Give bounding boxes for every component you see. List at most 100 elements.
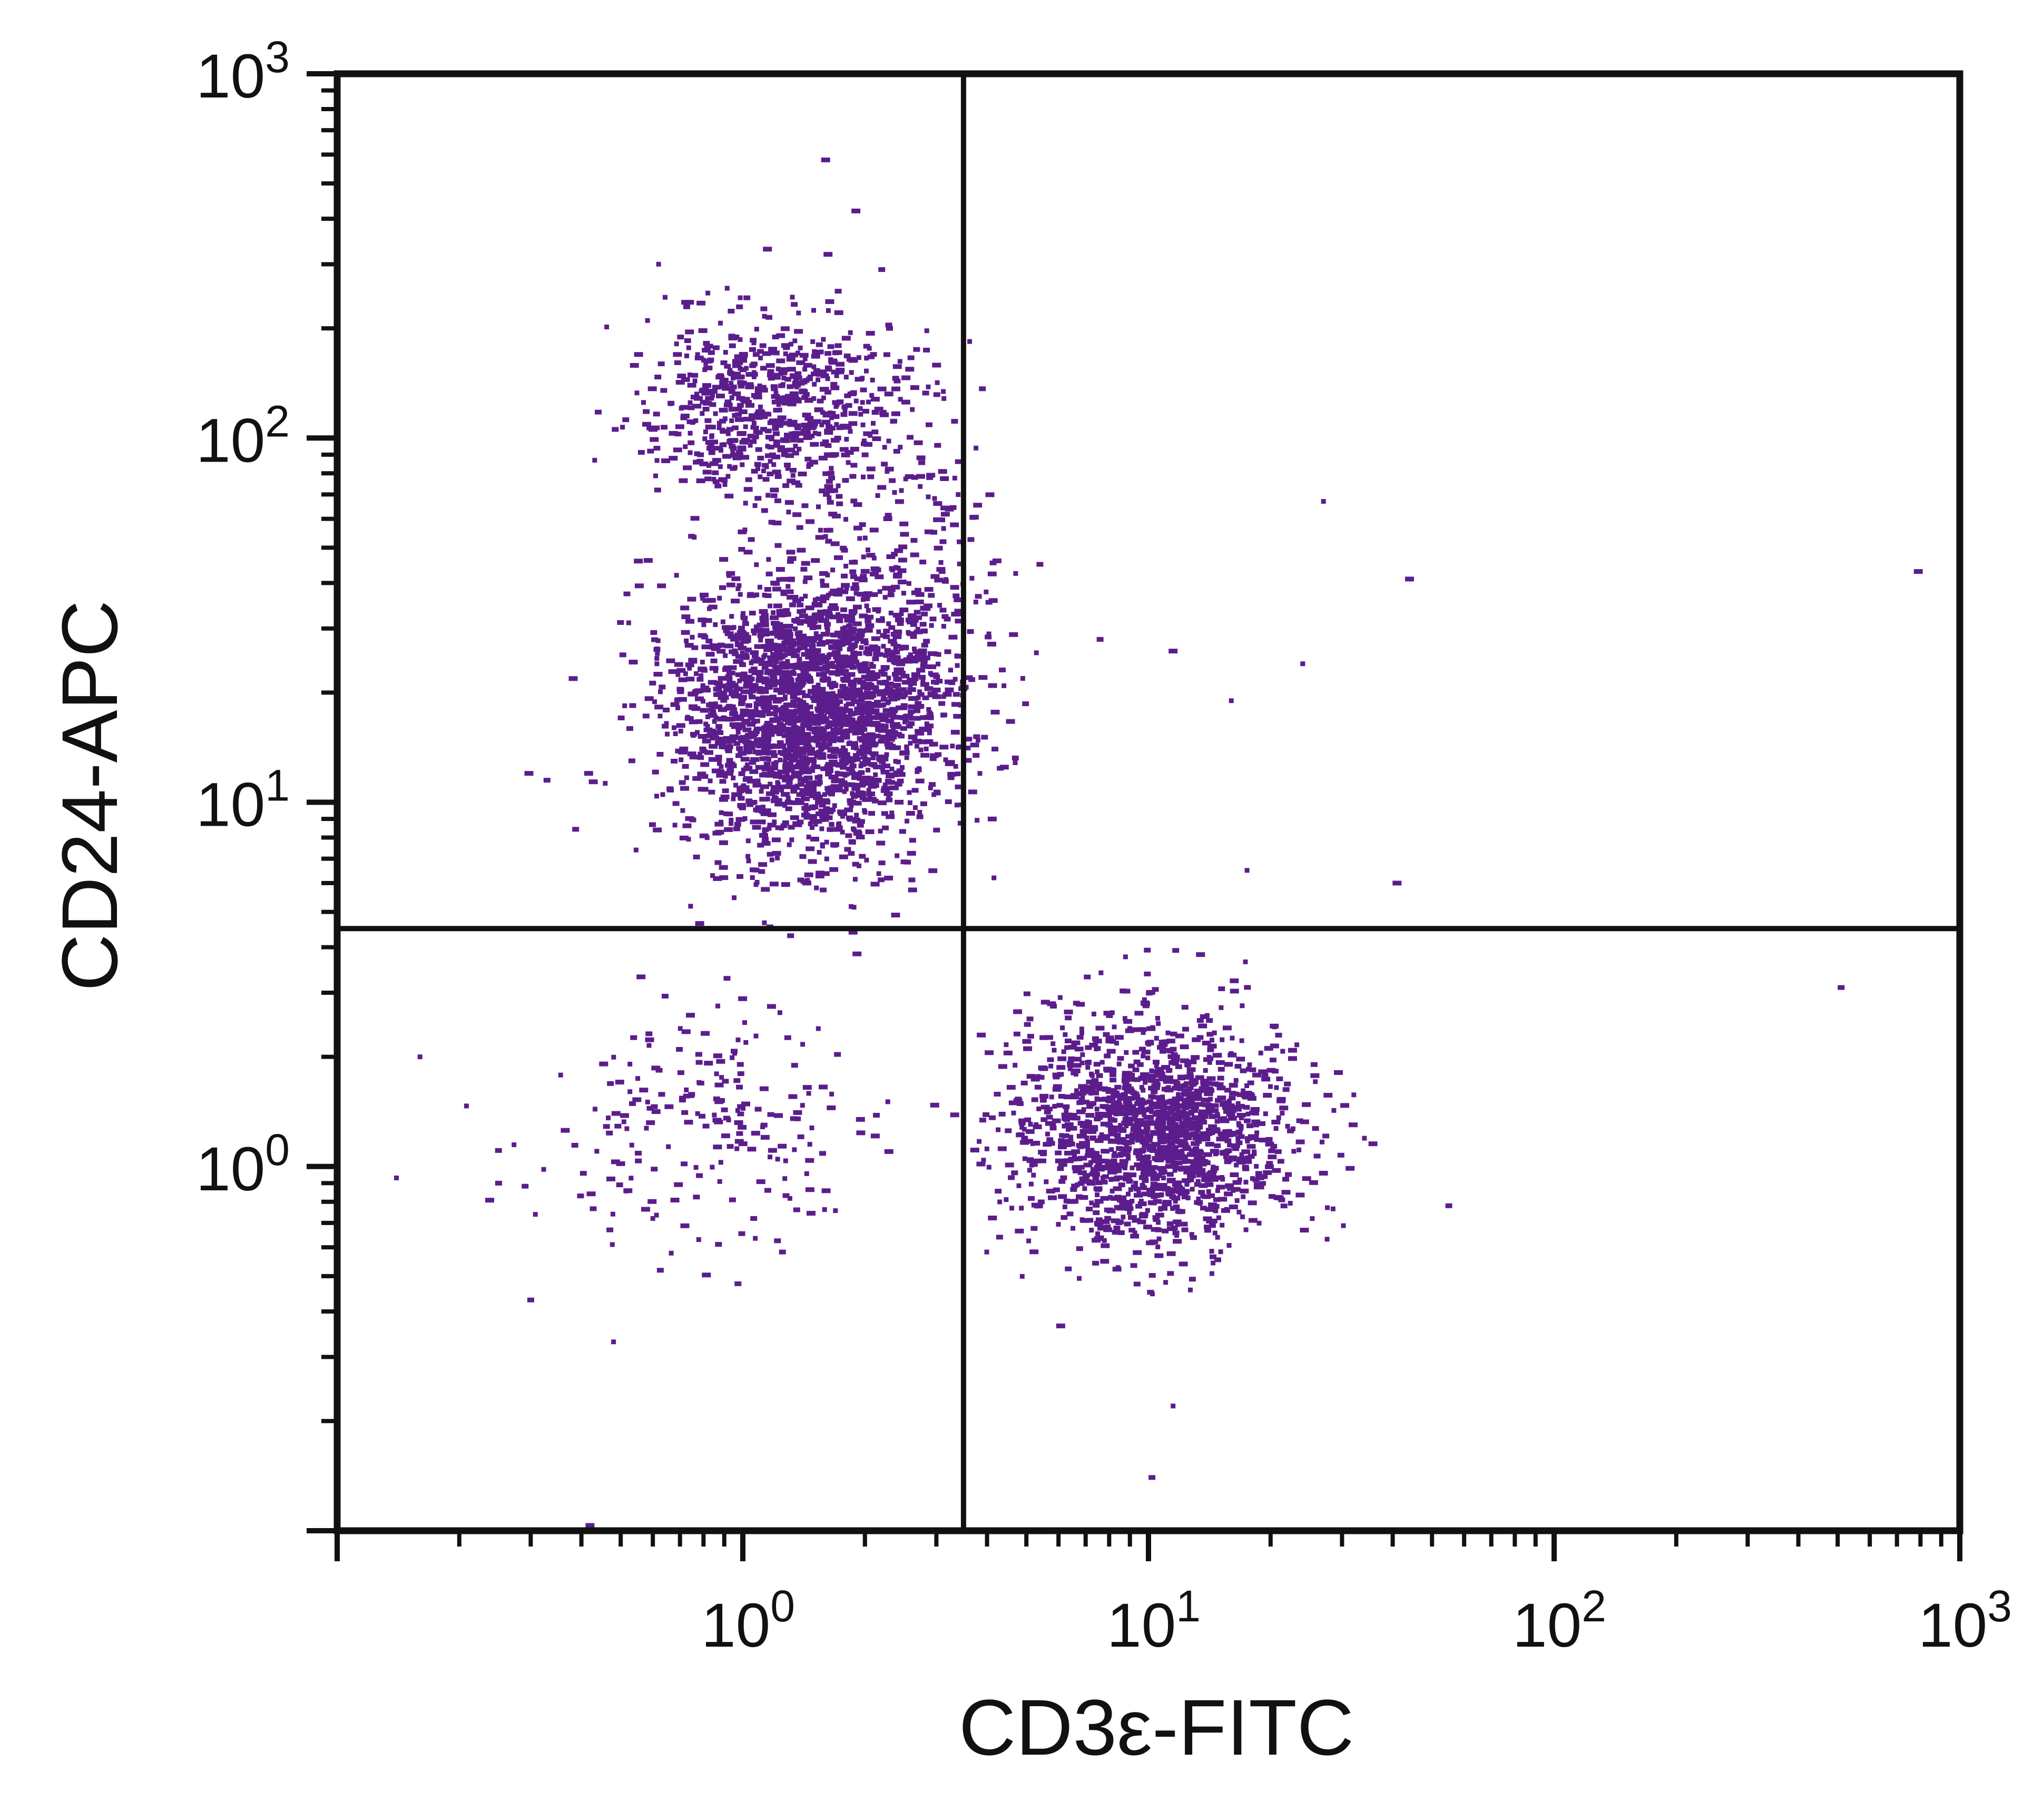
- data-point: [1009, 1206, 1015, 1211]
- data-point: [1125, 1077, 1135, 1082]
- data-point: [822, 1207, 827, 1212]
- data-point: [1174, 1233, 1180, 1238]
- data-point: [693, 689, 702, 694]
- data-point: [1240, 1188, 1249, 1193]
- data-point: [1093, 1151, 1100, 1156]
- data-point: [1092, 1011, 1096, 1016]
- data-point: [797, 602, 804, 608]
- data-point: [1122, 1073, 1129, 1079]
- data-point: [849, 799, 857, 805]
- data-point: [882, 445, 887, 450]
- data-point: [853, 741, 858, 746]
- data-point: [670, 1198, 680, 1202]
- data-point: [859, 613, 868, 619]
- data-point: [722, 386, 731, 391]
- data-point: [985, 634, 992, 640]
- data-point: [1123, 1019, 1133, 1024]
- data-point: [906, 600, 916, 605]
- data-point: [689, 755, 699, 760]
- data-point: [1310, 1062, 1318, 1067]
- data-point: [809, 751, 817, 756]
- data-point: [1213, 1208, 1219, 1214]
- data-point: [1158, 1077, 1164, 1081]
- data-point: [1164, 1075, 1172, 1081]
- data-point: [1184, 1180, 1190, 1186]
- data-point: [680, 605, 690, 611]
- data-point: [800, 737, 810, 742]
- data-point: [950, 730, 960, 735]
- data-point: [1161, 1108, 1166, 1113]
- data-point: [728, 407, 733, 412]
- data-point: [944, 617, 951, 622]
- data-point: [808, 374, 812, 379]
- data-point: [765, 732, 775, 737]
- data-point: [737, 1104, 744, 1109]
- data-point: [737, 633, 747, 639]
- data-point: [816, 672, 823, 677]
- data-point: [1194, 1167, 1203, 1172]
- data-point: [820, 766, 828, 771]
- data-point: [912, 681, 917, 686]
- data-point: [1218, 986, 1225, 991]
- data-point: [714, 1082, 724, 1088]
- data-point: [772, 729, 778, 735]
- data-point: [1175, 1107, 1181, 1112]
- data-point: [849, 687, 856, 692]
- data-point: [760, 618, 769, 623]
- data-point: [653, 672, 663, 677]
- data-point: [1157, 1134, 1162, 1139]
- data-point: [1161, 1116, 1170, 1121]
- data-point: [849, 803, 854, 808]
- data-point: [1265, 1141, 1274, 1147]
- data-point: [787, 402, 797, 407]
- data-point: [765, 315, 772, 320]
- data-point: [781, 448, 787, 453]
- data-point: [839, 671, 847, 676]
- data-point: [769, 662, 773, 667]
- data-point: [1161, 1065, 1171, 1070]
- data-point: [1126, 1179, 1133, 1184]
- data-point: [826, 479, 833, 484]
- data-point: [787, 681, 794, 686]
- data-point: [955, 663, 960, 668]
- data-point: [861, 661, 869, 666]
- data-point: [691, 706, 701, 711]
- data-point: [834, 555, 843, 560]
- data-point: [857, 776, 866, 781]
- data-point: [621, 1119, 626, 1124]
- data-point: [1185, 1189, 1190, 1195]
- data-point: [798, 472, 807, 476]
- data-point: [741, 437, 746, 443]
- data-point: [678, 677, 688, 682]
- data-point: [890, 418, 897, 424]
- data-point: [923, 347, 930, 353]
- data-point: [827, 748, 834, 753]
- data-point: [629, 1142, 634, 1148]
- data-point: [764, 412, 772, 417]
- data-point: [792, 338, 798, 344]
- data-point: [889, 785, 899, 790]
- data-point: [773, 796, 779, 801]
- data-point: [783, 637, 790, 642]
- data-point: [825, 367, 832, 372]
- data-point: [765, 700, 772, 705]
- data-point: [825, 539, 832, 544]
- data-point: [736, 1062, 744, 1067]
- data-point: [968, 677, 976, 682]
- data-point: [1117, 1105, 1125, 1110]
- data-point: [1055, 1150, 1062, 1156]
- data-point: [798, 630, 803, 635]
- data-point: [1154, 1152, 1162, 1158]
- data-point: [790, 437, 797, 443]
- data-point: [714, 741, 724, 746]
- data-point: [870, 742, 878, 748]
- data-point: [936, 679, 943, 684]
- data-point: [779, 684, 786, 689]
- data-point: [738, 996, 748, 1001]
- data-point: [933, 674, 940, 679]
- data-point: [704, 750, 713, 755]
- data-point: [802, 1085, 812, 1090]
- data-point: [1086, 1180, 1095, 1185]
- data-point: [1176, 1189, 1183, 1194]
- data-point: [754, 644, 763, 649]
